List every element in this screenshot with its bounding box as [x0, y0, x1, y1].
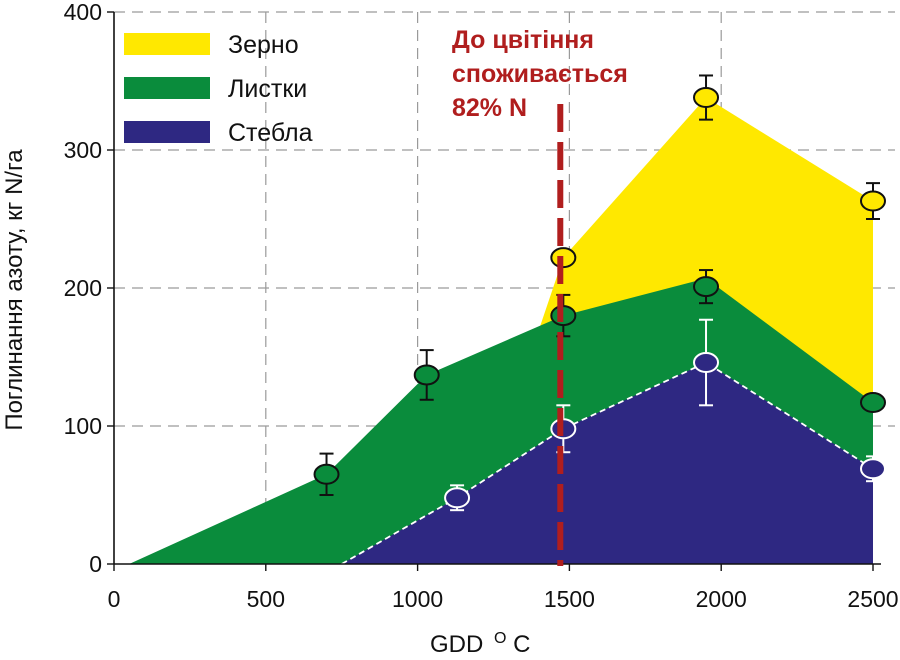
legend-swatch-leaves [124, 77, 210, 99]
stems-boundary-line [341, 361, 874, 565]
legend-swatch-stems [124, 121, 210, 143]
stems-marker [860, 458, 886, 480]
stems-marker [444, 487, 471, 509]
x-axis-label-main: GDD [430, 631, 483, 658]
x-tick-label: 1500 [544, 586, 595, 612]
leaves-marker [413, 364, 440, 386]
stems-area [341, 362, 873, 564]
annotation-line-1: До цвітіння [452, 26, 594, 54]
x-tick-label: 500 [247, 586, 285, 612]
y-tick-label: 300 [64, 137, 102, 163]
x-axis-label-sup: O [494, 630, 506, 647]
legend-label-grain: Зерно [228, 31, 299, 59]
y-tick-label: 200 [64, 275, 102, 301]
x-tick-label: 2000 [696, 586, 747, 612]
flowering-annotation: До цвітіння споживається 82% N [452, 26, 628, 122]
leaves-marker [313, 463, 340, 485]
grain-marker [693, 87, 720, 109]
grain-marker [550, 247, 577, 269]
x-tick-label: 2500 [847, 586, 898, 612]
leaves-marker [693, 276, 720, 298]
y-axis-label: Поглинання азоту, кг N/га [1, 149, 28, 431]
x-tick-label: 1000 [392, 586, 443, 612]
legend-label-stems: Стебла [228, 119, 313, 147]
y-tick-label: 400 [64, 0, 102, 25]
legend: Зерно Листки Стебла [124, 31, 313, 147]
x-axis-label-unit: C [513, 631, 530, 658]
stems-marker [693, 352, 720, 374]
grain-marker [860, 190, 886, 212]
leaves-marker [860, 392, 886, 414]
stems-marker [550, 418, 577, 440]
leaves-marker [550, 305, 577, 327]
legend-label-leaves: Листки [228, 75, 307, 103]
stacked-areas [129, 97, 874, 565]
annotation-line-2: споживається [452, 60, 628, 88]
y-tick-label: 100 [64, 413, 102, 439]
legend-swatch-grain [124, 33, 210, 55]
x-tick-label: 0 [108, 586, 121, 612]
annotation-line-3: 82% N [452, 94, 527, 122]
x-axis-label: GDD O C [430, 622, 530, 658]
tick-labels: 0 500 1000 1500 2000 2500 0 100 200 300 400 [64, 0, 899, 612]
axes [107, 11, 881, 571]
y-tick-label: 0 [89, 551, 102, 577]
